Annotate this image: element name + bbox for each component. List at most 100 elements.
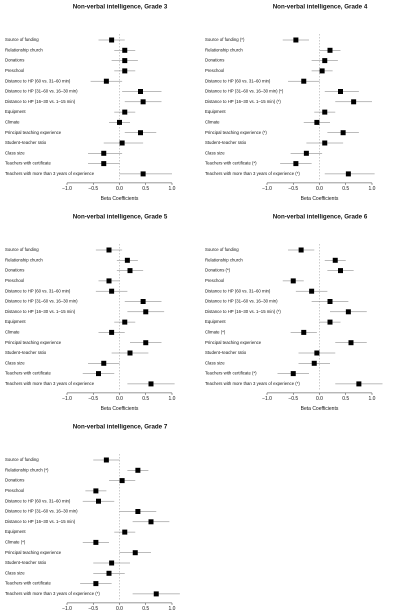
x-tick-label: 0.0	[316, 186, 323, 192]
estimate	[127, 268, 133, 274]
estimate	[314, 119, 320, 125]
x-axis-title: Beta Coefficients	[101, 196, 139, 202]
x-tick-label: 1.0	[169, 186, 176, 192]
panel-title: Non-verbal intelligence, Grade 5	[73, 214, 168, 221]
estimate	[327, 319, 333, 325]
estimate	[356, 381, 362, 387]
row-label: Climate (*)	[205, 330, 226, 335]
row-label: Distance to HP (16–30 vs. 1–15 min) (*)	[205, 309, 281, 314]
row-label: Climate	[205, 120, 220, 125]
estimate	[119, 140, 125, 146]
row-label: Climate	[5, 330, 20, 335]
row-label: Equipment	[205, 109, 226, 114]
estimate	[311, 360, 317, 366]
row-label: Donations	[205, 58, 224, 63]
row-label: Donations	[5, 268, 24, 273]
row-label: Distance to HP (31–60 vs. 16–30 min)	[5, 509, 78, 514]
row-label: Relationship church (*)	[5, 467, 49, 472]
estimate	[109, 37, 115, 43]
x-tick-label: −0.5	[88, 606, 98, 612]
row-label: Teachers with certificate (*)	[205, 371, 257, 376]
estimate	[135, 509, 141, 514]
row-label: Principal teaching experience	[5, 130, 62, 135]
estimate	[322, 109, 328, 115]
row-label: Distance to HP (31–60 vs. 16–30 min)	[205, 299, 278, 304]
row-label: Distance to HP (16–30 vs. 1–15 min)	[5, 99, 76, 104]
estimate	[124, 257, 130, 263]
estimate	[109, 329, 115, 335]
estimate	[140, 99, 146, 105]
estimate	[338, 89, 343, 94]
estimate	[96, 498, 101, 504]
row-label: Teachers with more than 3 years of exper…	[205, 171, 300, 176]
row-label: Source of funding	[205, 247, 239, 252]
row-label: Distance to HP (16–30 vs. 1–15 min) (*)	[205, 99, 281, 104]
estimate	[345, 171, 351, 177]
row-label: Principal teaching experience	[5, 550, 62, 555]
row-label: Relationship church	[5, 257, 43, 262]
estimate	[93, 581, 99, 587]
x-tick-label: −0.5	[288, 396, 298, 402]
panel-title: Non-verbal intelligence, Grade 3	[73, 4, 168, 11]
row-label: Distance to HP (31–60 vs. 16–30 min)	[5, 89, 78, 94]
row-label: Teachers with more than 3 years of exper…	[205, 381, 300, 386]
estimate	[135, 467, 141, 473]
estimate	[338, 268, 343, 274]
row-label: Distance to HP (60 vs. 31–60 min)	[5, 288, 71, 293]
row-label: Preschool	[5, 488, 24, 493]
row-label: Distance to HP (16–30 vs. 1–15 min)	[5, 309, 76, 314]
estimate	[340, 130, 346, 136]
estimate	[301, 329, 307, 335]
row-label: Class size	[205, 360, 225, 365]
estimate	[93, 539, 99, 545]
estimate	[140, 171, 146, 177]
x-tick-label: 1.0	[369, 186, 376, 192]
x-tick-label: 0.5	[142, 606, 149, 612]
estimate	[327, 47, 333, 53]
panel-title: Non-verbal intelligence, Grade 7	[73, 424, 168, 431]
x-tick-label: 0.0	[316, 396, 323, 402]
row-label: Equipment	[205, 319, 226, 324]
row-label: Principal teaching experience	[205, 340, 262, 345]
estimate	[290, 278, 296, 284]
row-label: Source of funding	[5, 457, 39, 462]
row-label: Donations (*)	[205, 268, 231, 273]
row-label: Preschool	[205, 278, 224, 283]
estimate	[314, 350, 320, 356]
row-label: Preschool	[5, 68, 24, 73]
estimate	[127, 350, 133, 356]
row-label: Teachers with certificate (*)	[205, 161, 257, 166]
estimate	[148, 519, 154, 525]
estimate	[103, 457, 109, 463]
estimate	[138, 89, 143, 94]
x-tick-label: −1.0	[62, 186, 72, 192]
estimate	[309, 288, 315, 294]
row-label: Preschool	[205, 68, 224, 73]
row-label: Student–teacher ratio	[5, 350, 47, 355]
row-label: Student–teacher ratio	[205, 350, 247, 355]
estimate	[93, 488, 99, 494]
estimate	[122, 47, 128, 53]
estimate	[122, 529, 128, 535]
row-label: Preschool	[5, 278, 24, 283]
estimate	[322, 140, 328, 146]
estimate	[122, 319, 128, 325]
estimate	[122, 58, 128, 64]
estimate	[117, 119, 122, 125]
row-label: Class size	[205, 150, 225, 155]
row-label: Teachers with certificate	[5, 161, 51, 166]
row-label: Source of funding	[5, 37, 39, 42]
estimate	[148, 381, 154, 387]
x-tick-label: 0.5	[342, 186, 349, 192]
x-tick-label: −1.0	[62, 396, 72, 402]
x-axis-title: Beta Coefficients	[301, 406, 339, 412]
x-tick-label: 1.0	[169, 396, 176, 402]
estimate	[351, 99, 357, 105]
row-label: Teachers with more than 3 years of exper…	[5, 381, 95, 386]
row-label: Relationship church	[5, 47, 43, 52]
row-label: Distance to HP (31–60 vs. 16–30 min)	[5, 299, 78, 304]
row-label: Class size	[5, 570, 25, 575]
x-tick-label: −1.0	[262, 186, 272, 192]
estimate	[298, 247, 304, 253]
x-tick-label: 0.0	[116, 606, 123, 612]
